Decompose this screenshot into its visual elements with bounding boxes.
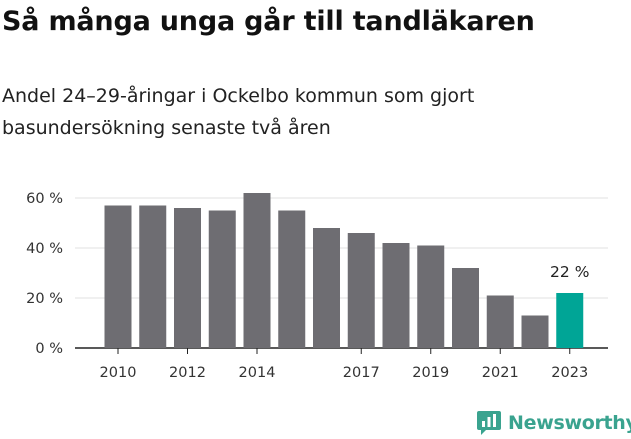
bar-2021 [486,295,514,348]
x-tick-label: 2014 [239,365,276,381]
bar-2019 [417,245,445,348]
data-labels: 22 % [550,263,589,281]
bar-2012 [174,208,201,348]
bar-2020 [452,268,479,348]
newsworthy-logo-icon [477,411,501,435]
x-tick-label: 2010 [100,365,137,381]
y-tick-label: 40 % [26,241,63,257]
x-tick-label: 2019 [412,365,449,381]
bar-2017 [347,233,375,348]
brand-name: Newsworthy [508,412,631,434]
x-tick-label: 2012 [169,365,206,381]
y-tick-label: 60 % [26,191,63,207]
bar-2016 [313,228,340,348]
bar-2014 [243,193,271,348]
x-tick-label: 2021 [482,365,519,381]
y-tick-label: 0 % [35,341,63,357]
bar-2018 [382,243,410,348]
chart-title: Så många unga går till tandläkaren [2,6,535,37]
y-tick-label: 20 % [26,291,63,307]
bar-chart: 0 % 20 % 40 % 60 % 2010 2012 2014 2017 2019 2021… [26,191,608,381]
x-tick-label: 2023 [551,365,588,381]
bar-2010 [104,205,132,348]
bar-2023 [556,293,584,348]
brand-logo: Newsworthy [476,409,631,437]
data-label: 22 % [550,263,589,281]
chart-subtitle: Andel 24–29-åringar i Ockelbo kommun som… [2,85,475,139]
x-axis-labels: 2010 2012 2014 2017 2019 2021 2023 [100,348,588,381]
bar-2011 [139,205,167,348]
bar-2013 [208,210,236,348]
bar-2015 [278,210,306,348]
bars [104,193,584,348]
x-tick-label: 2017 [343,365,380,381]
y-axis-labels: 0 % 20 % 40 % 60 % [26,191,63,357]
bar-2022 [521,315,549,348]
